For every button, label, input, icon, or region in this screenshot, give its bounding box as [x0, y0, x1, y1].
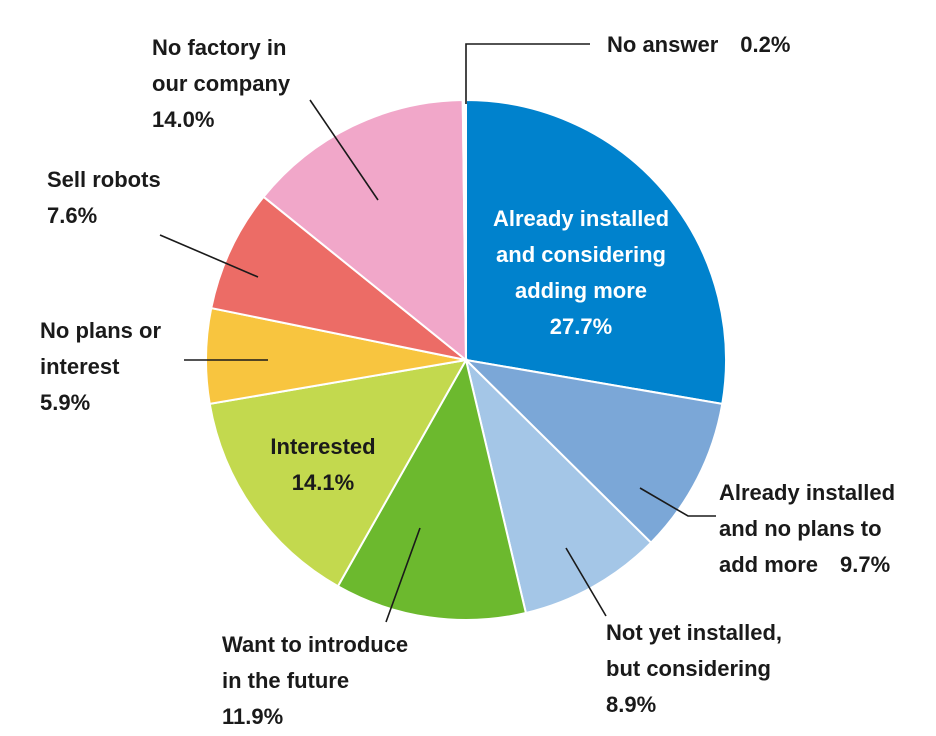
leader-line-9 — [465, 43, 590, 104]
slice-label-line: but considering — [606, 656, 771, 681]
slice-label-line: No answer — [607, 32, 740, 57]
slice-label-line: Interested — [270, 434, 375, 459]
leader-line-8 — [309, 99, 379, 201]
leader-line-7 — [159, 234, 259, 278]
pie-slice-7 — [210, 195, 467, 361]
slice-label-line: our company — [152, 71, 291, 96]
pie-slices — [205, 98, 727, 621]
leader-lines — [159, 43, 716, 623]
slice-label-line: and considering — [496, 242, 666, 267]
slice-value: 14.0% — [152, 107, 214, 132]
slice-value: 7.6% — [47, 203, 97, 228]
slice-value: 5.9% — [40, 390, 90, 415]
slice-label-line: Not yet installed, — [606, 620, 782, 645]
slice-value: 11.9% — [222, 704, 283, 729]
slice-label-line: in the future — [222, 668, 349, 693]
slice-label-7: Sell robots 7.6% — [47, 167, 161, 228]
slice-label-line: Want to introduce — [222, 632, 408, 657]
slice-label-6: No plans or interest 5.9% — [40, 318, 161, 415]
slice-label-8: No factory in our company 14.0% — [152, 35, 291, 132]
slice-label-line: Already installed — [719, 480, 895, 505]
slice-label-line: interest — [40, 354, 120, 379]
slice-label-4: Want to introduce in the future 11.9% — [222, 632, 408, 729]
slice-label-line: Already installed — [493, 206, 669, 231]
pie-slice-3 — [464, 356, 653, 615]
slice-label-3: Not yet installed, but considering 8.9% — [606, 620, 782, 717]
slice-value: 9.7% — [840, 552, 890, 577]
slice-value: 0.2% — [740, 32, 790, 57]
pie-slice-8 — [262, 99, 468, 363]
slice-value: 27.7% — [550, 314, 612, 339]
pie-slice-4 — [336, 357, 528, 621]
pie-slice-2 — [463, 358, 724, 545]
pie-slice-5 — [208, 358, 468, 588]
leader-line-4 — [385, 527, 421, 623]
leader-line-2 — [639, 487, 716, 517]
slice-value: 8.9% — [606, 692, 656, 717]
slice-label-line: add more — [719, 552, 840, 577]
slice-value: 14.1% — [292, 470, 354, 495]
leader-line-3 — [565, 547, 607, 617]
slice-label-1: Already installed and considering adding m… — [493, 206, 669, 339]
slice-label-line: No factory in — [152, 35, 286, 60]
slice-label-2: Already installed and no plans to add more… — [719, 480, 895, 577]
pie-slice-1 — [465, 98, 727, 406]
slice-label-line: and no plans to — [719, 516, 882, 541]
slice-label-5: Interested 14.1% — [270, 434, 375, 495]
slice-label-line: adding more — [515, 278, 647, 303]
slice-labels: Already installed and considering adding m… — [40, 32, 895, 729]
slice-label-line: No plans or — [40, 318, 161, 343]
slice-label-line: Sell robots — [47, 167, 161, 192]
slice-label-9: No answer 0.2% — [607, 32, 790, 57]
